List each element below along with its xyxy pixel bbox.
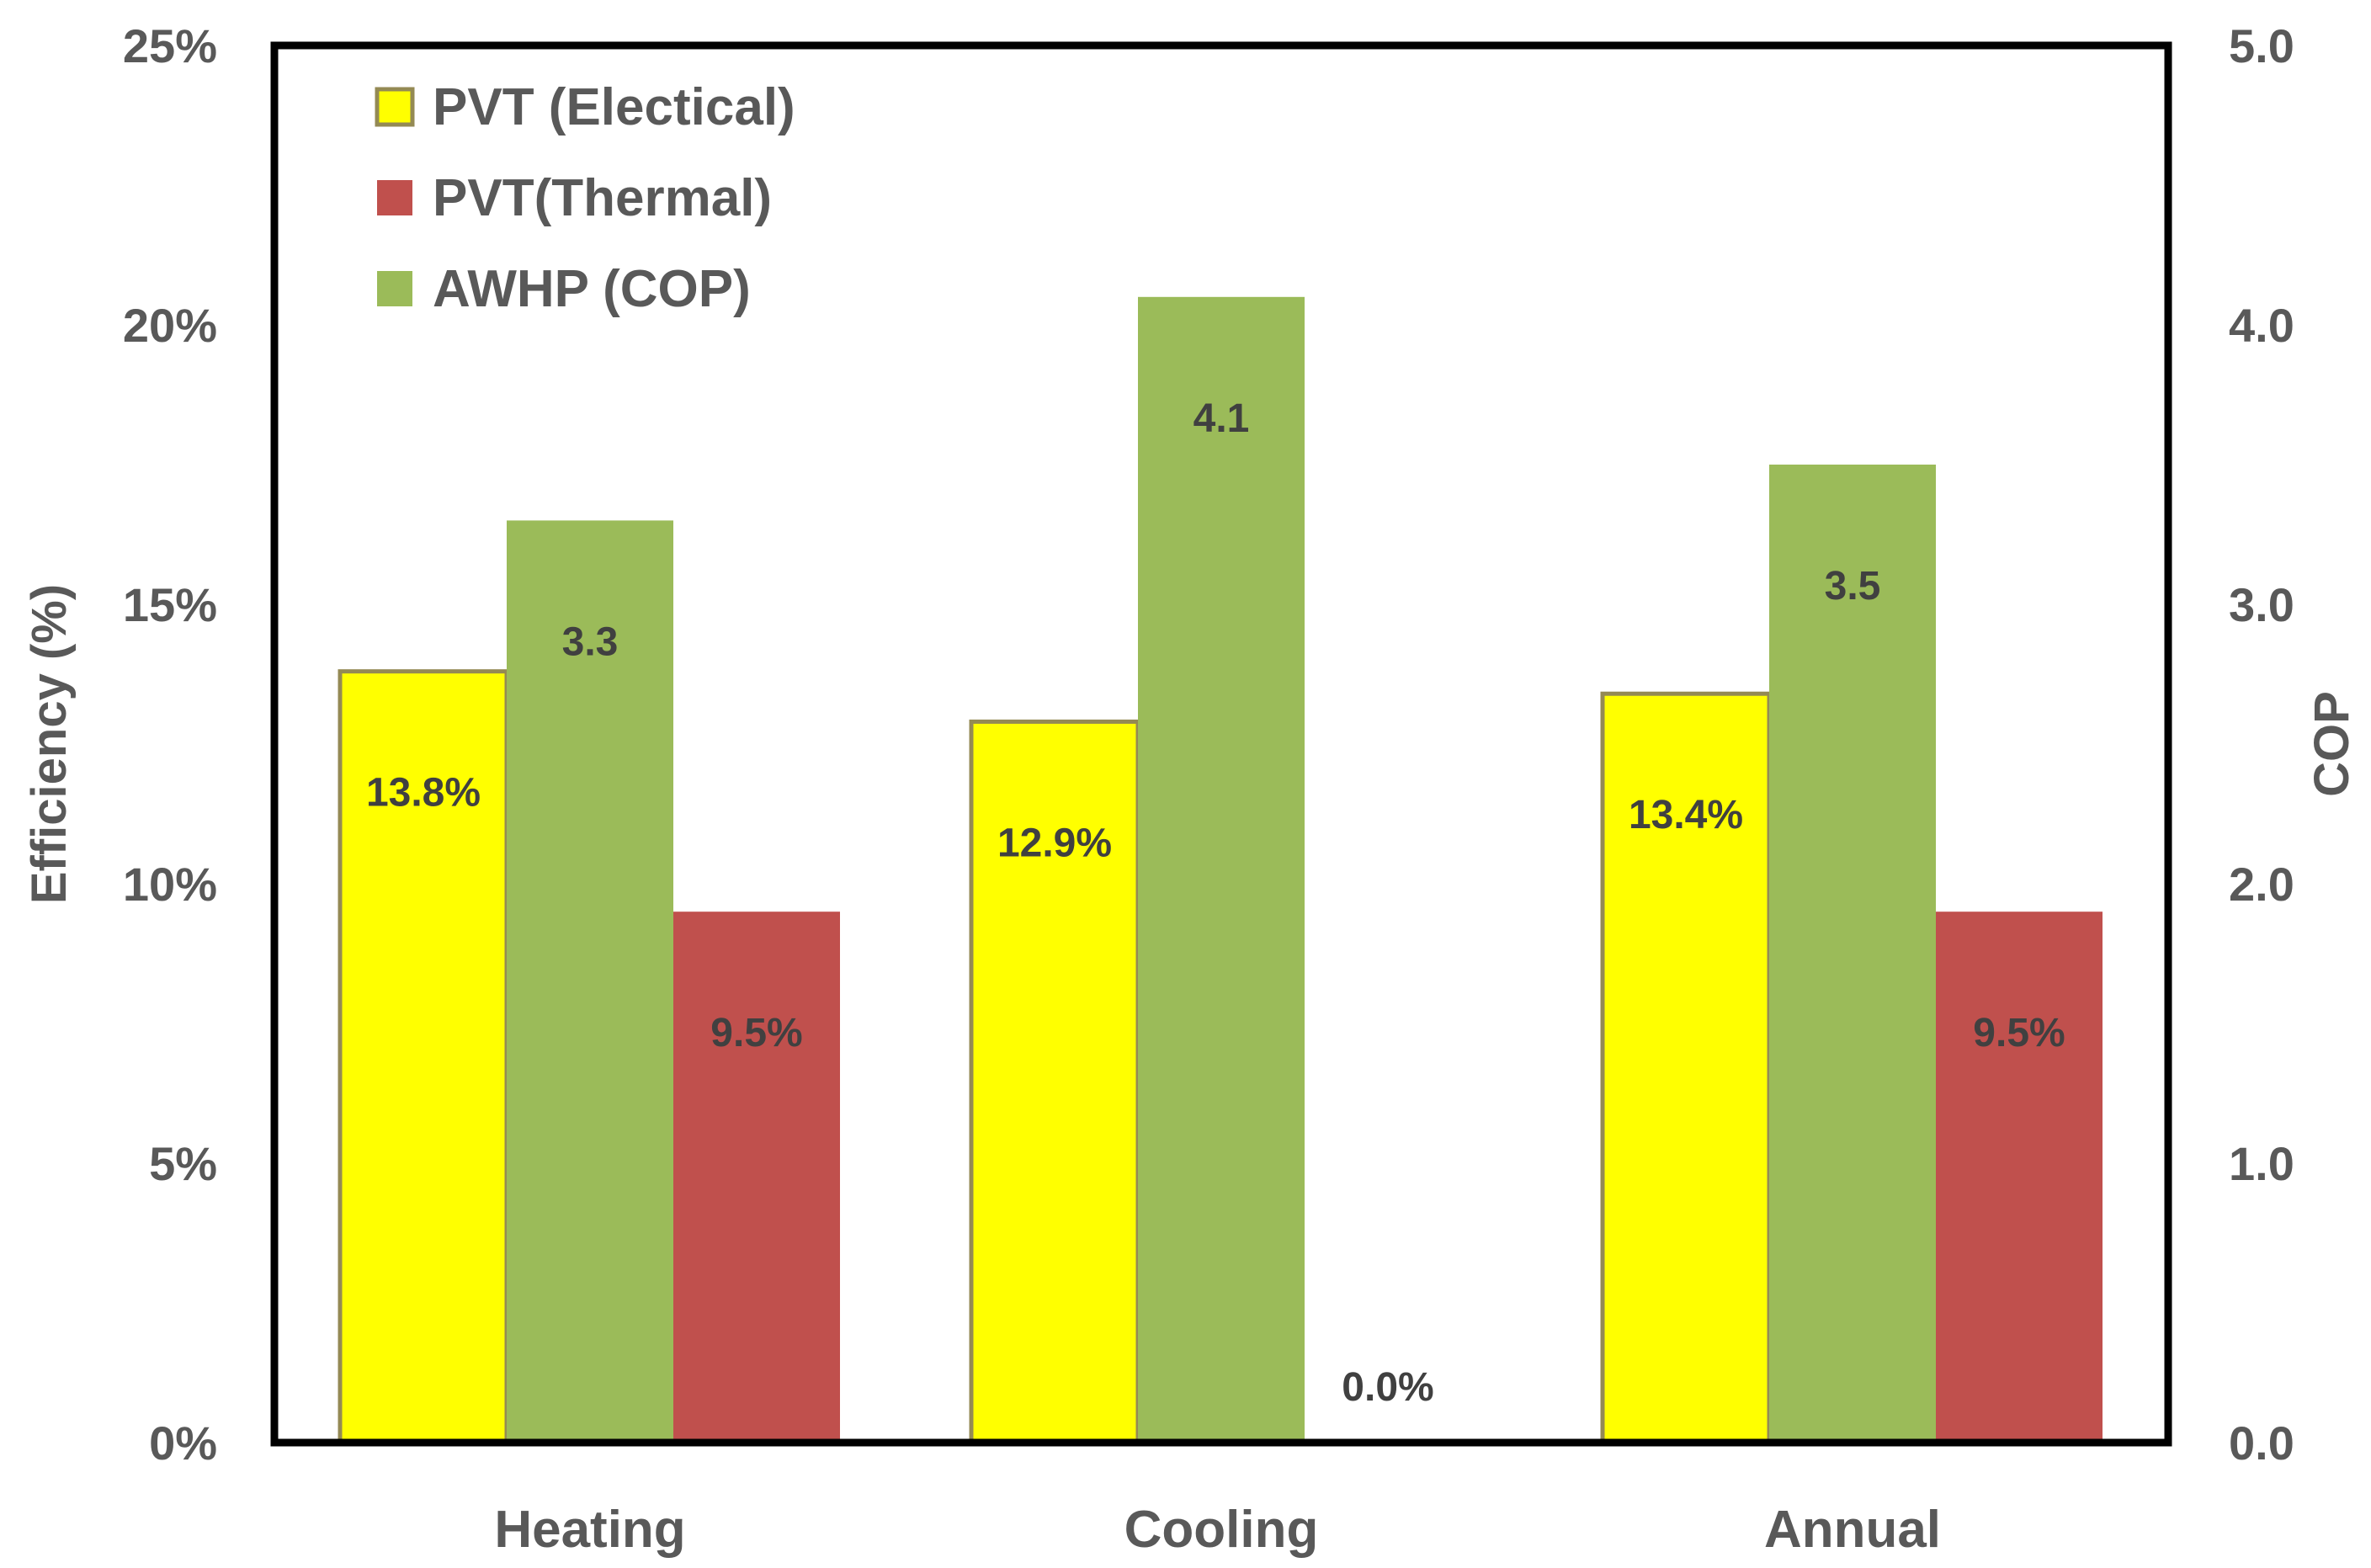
bar-pvt-electical-cooling [969, 719, 1140, 1445]
legend-swatch-pvt-electrical [375, 87, 415, 127]
legend-label-pvt-thermal: PVT(Thermal) [433, 169, 772, 227]
bar-pvt-thermal-annual [1936, 912, 2103, 1443]
x-tick-label-annual: Annual [1764, 1501, 1941, 1559]
data-label-pvt-thermal-annual: 9.5% [1973, 1011, 2065, 1055]
y-left-tick-label: 5% [149, 1137, 217, 1190]
legend-label-pvt-electrical: PVT (Electical) [433, 78, 795, 136]
y-left-tick-label: 15% [123, 578, 217, 631]
bar-awhp-cop-heating [507, 520, 673, 1443]
y-right-tick-label: 4.0 [2229, 299, 2294, 352]
legend-item-pvt-electrical: PVT (Electical) [375, 78, 795, 136]
data-label-pvt-thermal-heating: 9.5% [710, 1011, 802, 1055]
data-label-awhp-cop-cooling: 4.1 [1193, 396, 1250, 441]
x-tick-label-heating: Heating [494, 1501, 685, 1559]
bar-awhp-cop-annual [1769, 465, 1936, 1443]
bar-pvt-electical-annual [1600, 691, 1772, 1445]
data-labels-layer: 13.8% 3.3 9.5% 12.9% 4.1 0.0% 13.4% 3.5 9.5% [366, 396, 2065, 1410]
y-axis-left-ticks: 0% 5% 10% 15% 20% 25% [123, 19, 217, 1470]
data-label-awhp-cop-annual: 3.5 [1825, 564, 1881, 609]
y-left-tick-label: 10% [123, 858, 217, 911]
y-right-tick-label: 3.0 [2229, 578, 2294, 631]
y-left-tick-label: 0% [149, 1417, 217, 1470]
bar-pvt-thermal-heating [673, 912, 840, 1443]
legend-item-pvt-thermal: PVT(Thermal) [377, 169, 772, 227]
data-label-pvt-electical-cooling: 12.9% [997, 821, 1112, 865]
y-left-tick-label: 20% [123, 299, 217, 352]
bars-layer [338, 296, 2103, 1445]
bar-pvt-electical-heating [338, 669, 509, 1445]
legend-item-awhp-cop: AWHP (COP) [377, 260, 751, 318]
x-tick-label-cooling: Cooling [1124, 1501, 1319, 1559]
data-label-pvt-electical-annual: 13.4% [1629, 793, 1743, 837]
y-left-tick-label: 25% [123, 19, 217, 72]
y-right-tick-label: 2.0 [2229, 858, 2294, 911]
bar-awhp-cop-cooling [1138, 296, 1305, 1443]
y-right-tick-label: 5.0 [2229, 19, 2294, 72]
legend-swatch-pvt-thermal [377, 180, 412, 215]
y-axis-right-ticks: 0.0 1.0 2.0 3.0 4.0 5.0 [2229, 19, 2294, 1470]
data-label-pvt-electical-heating: 13.8% [366, 771, 481, 816]
plot-frame [270, 41, 2172, 1447]
legend: PVT (Electical) PVT(Thermal) AWHP (COP) [375, 78, 795, 318]
x-axis-category-labels: Heating Cooling Annual [494, 1501, 1941, 1559]
y-right-tick-label: 0.0 [2229, 1417, 2294, 1470]
data-label-pvt-thermal-cooling: 0.0% [1342, 1365, 1433, 1410]
y-right-tick-label: 1.0 [2229, 1137, 2294, 1190]
y-axis-left-title: Efficiency (%) [22, 584, 77, 904]
y-axis-right-title: COP [2305, 691, 2359, 797]
legend-swatch-awhp-cop [377, 271, 412, 306]
data-label-awhp-cop-heating: 3.3 [562, 619, 619, 664]
legend-label-awhp-cop: AWHP (COP) [433, 260, 751, 318]
